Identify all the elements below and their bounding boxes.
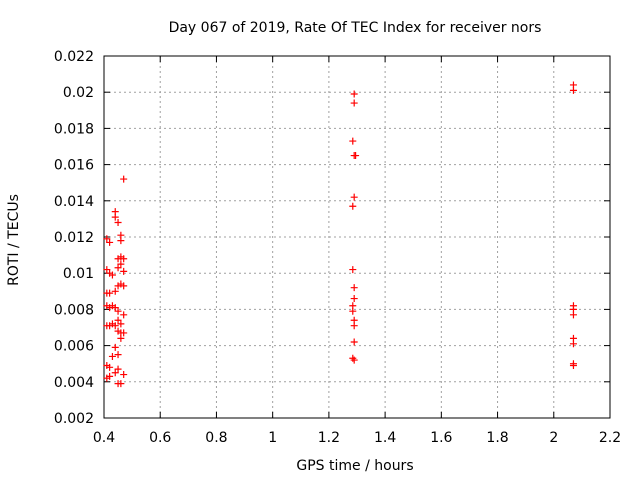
grid-lines bbox=[104, 56, 610, 418]
y-tick-labels: 0.002 0.004 0.006 0.008 0.01 0.012 0.014 0.016 0… bbox=[54, 49, 94, 427]
data-point bbox=[349, 307, 357, 315]
y-tick-label: 0.012 bbox=[54, 230, 94, 246]
data-point bbox=[350, 284, 358, 292]
data-point bbox=[350, 193, 358, 201]
data-point bbox=[103, 235, 111, 243]
y-tick-label: 0.004 bbox=[54, 375, 94, 391]
data-point bbox=[111, 343, 119, 351]
data-point bbox=[349, 137, 357, 145]
data-point bbox=[111, 304, 119, 312]
data-point bbox=[349, 354, 357, 362]
x-tick-label: 0.8 bbox=[205, 430, 227, 446]
x-tick-label: 1 bbox=[268, 430, 277, 446]
data-point bbox=[111, 369, 119, 377]
data-point bbox=[114, 307, 122, 315]
x-tick-label: 0.6 bbox=[149, 430, 171, 446]
y-tick-label: 0.014 bbox=[54, 194, 94, 210]
y-tick-label: 0.008 bbox=[54, 302, 94, 318]
y-axis-label: ROTI / TECUs bbox=[6, 194, 22, 286]
data-point bbox=[114, 316, 122, 324]
data-point bbox=[106, 238, 114, 246]
data-point bbox=[349, 202, 357, 210]
data-point bbox=[350, 322, 358, 330]
x-tick-label: 1.2 bbox=[318, 430, 340, 446]
data-point bbox=[120, 267, 128, 275]
data-point bbox=[120, 255, 128, 263]
x-tick-label: 2 bbox=[549, 430, 558, 446]
data-point bbox=[114, 351, 122, 359]
data-point bbox=[350, 90, 358, 98]
y-tick-label: 0.018 bbox=[54, 121, 94, 137]
data-point bbox=[350, 338, 358, 346]
chart-title: Day 067 of 2019, Rate Of TEC Index for r… bbox=[169, 20, 542, 36]
data-point bbox=[352, 152, 360, 160]
x-tick-label: 1.8 bbox=[486, 430, 508, 446]
data-point bbox=[120, 282, 128, 290]
data-point bbox=[120, 371, 128, 379]
data-point bbox=[106, 289, 114, 297]
data-point bbox=[114, 219, 122, 227]
x-tick-label: 1.4 bbox=[374, 430, 396, 446]
data-point bbox=[117, 380, 125, 388]
data-point bbox=[350, 356, 358, 364]
data-points bbox=[103, 81, 577, 388]
y-tick-label: 0.006 bbox=[54, 339, 94, 355]
data-point bbox=[114, 264, 122, 272]
data-point bbox=[108, 352, 116, 360]
y-tick-label: 0.016 bbox=[54, 158, 94, 174]
x-tick-label: 0.4 bbox=[93, 430, 115, 446]
y-tick-label: 0.01 bbox=[63, 266, 94, 282]
data-point bbox=[117, 260, 125, 268]
plot-frame bbox=[103, 55, 611, 419]
data-point bbox=[569, 340, 577, 348]
data-point bbox=[569, 86, 577, 94]
y-tick-label: 0.002 bbox=[54, 411, 94, 427]
data-point bbox=[111, 322, 119, 330]
x-tick-labels: 0.4 0.6 0.8 1 1.2 1.4 1.6 1.8 2 2.2 bbox=[93, 430, 621, 446]
data-point bbox=[120, 329, 128, 337]
y-tick-label: 0.02 bbox=[63, 85, 94, 101]
data-point bbox=[569, 311, 577, 319]
data-point bbox=[117, 334, 125, 342]
data-point bbox=[106, 372, 114, 380]
x-tick-label: 2.2 bbox=[599, 430, 621, 446]
data-point bbox=[349, 266, 357, 274]
data-point bbox=[117, 320, 125, 328]
data-point bbox=[103, 266, 111, 274]
data-point bbox=[120, 311, 128, 319]
data-point bbox=[106, 363, 114, 371]
x-tick-label: 1.6 bbox=[430, 430, 452, 446]
data-point bbox=[114, 365, 122, 373]
data-point bbox=[117, 237, 125, 245]
x-axis-label: GPS time / hours bbox=[296, 458, 413, 474]
data-point bbox=[350, 295, 358, 303]
data-point bbox=[350, 99, 358, 107]
data-point bbox=[120, 175, 128, 183]
data-point bbox=[108, 271, 116, 279]
data-point bbox=[111, 287, 119, 295]
data-point bbox=[569, 362, 577, 370]
y-tick-label: 0.022 bbox=[54, 49, 94, 65]
data-point bbox=[111, 208, 119, 216]
